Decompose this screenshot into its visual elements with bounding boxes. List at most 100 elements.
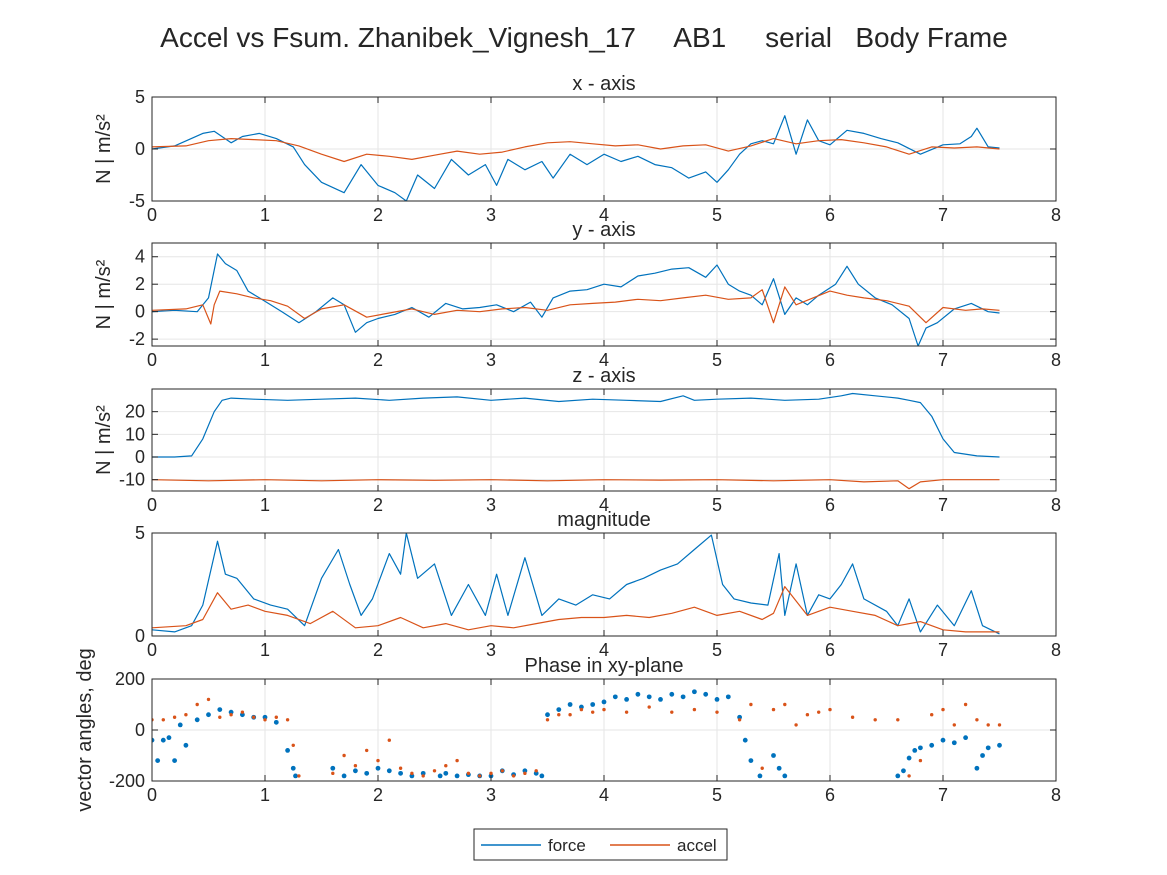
subplot-x-axis-xtick-label: 7: [938, 205, 948, 225]
subplot-y-axis-data: [152, 253, 1000, 346]
subplot-phase-in-xy-plane-series-force-point: [895, 773, 901, 779]
subplot-z-axis-xtick-label: 8: [1051, 495, 1061, 515]
legend-accel-label: accel: [677, 836, 717, 855]
subplot-x-axis-ytick-label: 0: [135, 139, 145, 159]
subplot-phase-in-xy-plane-series-accel-point: [365, 748, 369, 753]
subplot-phase-in-xy-plane-series-force-point: [398, 770, 403, 776]
subplot-phase-in-xy-plane-series-force-point: [635, 691, 641, 697]
subplot-magnitude-ytick-label: 5: [135, 523, 145, 543]
subplot-phase-in-xy-plane-series-force-point: [985, 745, 991, 751]
subplot-phase-in-xy-plane-series-force-point: [669, 691, 675, 697]
subplot-phase-in-xy-plane-series-accel-point: [794, 723, 798, 727]
subplot-phase-in-xy-plane-series-accel-point: [523, 771, 527, 776]
subplot-z-axis-ytick-label: 20: [125, 402, 145, 422]
subplot-phase-in-xy-plane-series-accel-point: [918, 758, 923, 763]
subplot-z-axis-series-force-line: [152, 392, 1000, 458]
subplot-z-axis-xtick-label: 2: [373, 495, 383, 515]
subplot-phase-in-xy-plane-xtick-label: 7: [938, 785, 948, 805]
subplot-y-axis-ytick-label: 0: [135, 302, 145, 322]
subplot-phase-in-xy-plane-series-accel-point: [161, 718, 165, 722]
subplot-phase-in-xy-plane-series-accel-point: [291, 743, 295, 747]
subplot-phase-in-xy-plane-series-accel-point: [760, 766, 764, 770]
subplot-phase-in-xy-plane-series-force-point: [737, 714, 742, 720]
subplot-magnitude-xtick-label: 1: [260, 640, 270, 660]
subplot-phase-in-xy-plane-series-force-point: [692, 689, 697, 695]
subplot-z-axis-data: [152, 392, 1000, 490]
subplot-phase-in-xy-plane-series-accel-point: [240, 710, 245, 714]
subplot-phase-in-xy-plane-series-force-point: [929, 742, 935, 748]
subplot-phase-in-xy-plane-series-accel-point: [195, 702, 199, 707]
subplot-phase-in-xy-plane-series-force-point: [375, 765, 381, 771]
subplot-y-axis-xtick-label: 7: [938, 350, 948, 370]
subplot-phase-in-xy-plane-series-accel-point: [444, 764, 448, 768]
subplot-x-axis-xtick-label: 1: [260, 205, 270, 225]
subplot-magnitude: 0 1 2 3 4 5 6 7 8 0 5 magnitude: [135, 509, 1061, 660]
subplot-z-axis-series-accel-line: [152, 479, 1000, 490]
subplot-y-axis-series-force-line: [152, 253, 1000, 346]
subplot-phase-in-xy-plane-series-accel-point: [986, 723, 990, 727]
subplot-phase-in-xy-plane-series-force-point: [725, 694, 731, 700]
subplot-phase-in-xy-plane-series-force-point: [290, 765, 296, 771]
subplot-phase-in-xy-plane-series-accel-point: [896, 718, 900, 722]
subplot-phase-in-xy-plane-series-accel-point: [218, 715, 222, 719]
subplot-y-axis-xtick-label: 4: [599, 350, 609, 370]
subplot-phase-in-xy-plane-data: [152, 689, 1002, 779]
subplot-phase-in-xy-plane-series-force-point: [228, 709, 234, 715]
subplot-y-axis-title: y - axis: [572, 219, 635, 241]
subplot-phase-in-xy-plane-series-force-point: [545, 712, 550, 718]
subplot-phase-in-xy-plane-series-accel-point: [817, 710, 821, 714]
subplot-y-axis-xtick-label: 5: [712, 350, 722, 370]
subplot-phase-in-xy-plane-series-force-point: [901, 768, 906, 774]
subplot-phase-in-xy-plane-series-force-point: [980, 753, 985, 758]
subplot-z-axis-xtick-label: 4: [599, 495, 609, 515]
subplot-z-axis-ytick-label: -10: [119, 470, 145, 490]
subplot-y-axis-xtick-label: 3: [486, 350, 496, 370]
subplot-phase-in-xy-plane-series-force-point: [152, 737, 155, 743]
subplot-phase-in-xy-plane-series-force-point: [293, 773, 298, 779]
subplot-phase-in-xy-plane-series-accel-point: [715, 710, 719, 714]
subplot-phase-in-xy-plane-series-accel-point: [184, 713, 188, 717]
subplot-phase-in-xy-plane-series-accel-point: [172, 715, 177, 719]
subplot-phase-in-xy-plane-xtick-label: 0: [147, 785, 157, 805]
subplot-magnitude-series-accel-line: [152, 585, 1000, 633]
subplot-phase-in-xy-plane-series-force-point: [742, 737, 748, 743]
subplot-phase-in-xy-plane-series-accel-point: [376, 758, 380, 763]
subplot-magnitude-xtick-label: 3: [486, 640, 496, 660]
subplot-phase-in-xy-plane-series-force-point: [776, 765, 782, 771]
subplot-phase-in-xy-plane-ytick-label: -200: [109, 771, 145, 791]
subplot-phase-in-xy-plane-series-force-point: [646, 694, 652, 700]
subplot-phase-in-xy-plane-series-accel-point: [274, 715, 278, 719]
subplot-phase-in-xy-plane-series-accel-point: [331, 771, 335, 776]
subplot-z-axis-ytick-label: 10: [125, 424, 145, 444]
subplot-x-axis-data: [152, 115, 1000, 201]
subplot-y-axis-ytick-label: -2: [129, 329, 145, 349]
subplot-phase-in-xy-plane-series-accel-point: [749, 702, 753, 707]
subplot-phase-in-xy-plane-series-accel-point: [398, 766, 403, 770]
subplot-phase-in-xy-plane-series-force-point: [437, 773, 443, 779]
subplot-x-axis-ylabel: N | m/s²: [93, 114, 115, 184]
subplot-phase-in-xy-plane-series-accel-point: [297, 774, 301, 778]
subplot-phase-in-xy-plane-series-force-point: [206, 712, 211, 718]
subplot-x-axis-xtick-label: 0: [147, 205, 157, 225]
subplot-y-axis-series-accel-line: [152, 286, 1000, 325]
subplot-phase-in-xy-plane-xtick-label: 5: [712, 785, 722, 805]
subplot-phase-in-xy-plane-series-accel-point: [963, 702, 968, 707]
subplot-phase-in-xy-plane-series-accel-point: [907, 774, 911, 778]
subplot-phase-in-xy-plane-series-force-point: [420, 770, 426, 776]
subplot-phase-in-xy-plane-series-force-point: [556, 707, 562, 712]
subplot-phase-in-xy-plane-series-force-point: [963, 735, 968, 741]
subplot-phase-in-xy-plane-series-accel-point: [624, 710, 629, 714]
subplot-z-axis-ylabel: N | m/s²: [93, 405, 115, 475]
subplot-z-axis-xtick-label: 6: [825, 495, 835, 515]
subplot-phase-in-xy-plane-series-force-point: [680, 694, 686, 700]
subplot-phase-in-xy-plane-series-force-point: [166, 735, 172, 741]
subplot-phase-in-xy-plane-series-accel-point: [206, 697, 211, 702]
subplot-x-axis-xtick-label: 2: [373, 205, 383, 225]
subplot-x-axis-xtick-label: 3: [486, 205, 496, 225]
subplot-phase-in-xy-plane-series-force-point: [703, 691, 709, 697]
subplot-phase-in-xy-plane-series-accel-point: [591, 710, 595, 714]
subplot-magnitude-xtick-label: 7: [938, 640, 948, 660]
subplot-magnitude-series-force-line: [152, 533, 1000, 635]
subplot-phase-in-xy-plane-series-accel-point: [670, 710, 674, 714]
